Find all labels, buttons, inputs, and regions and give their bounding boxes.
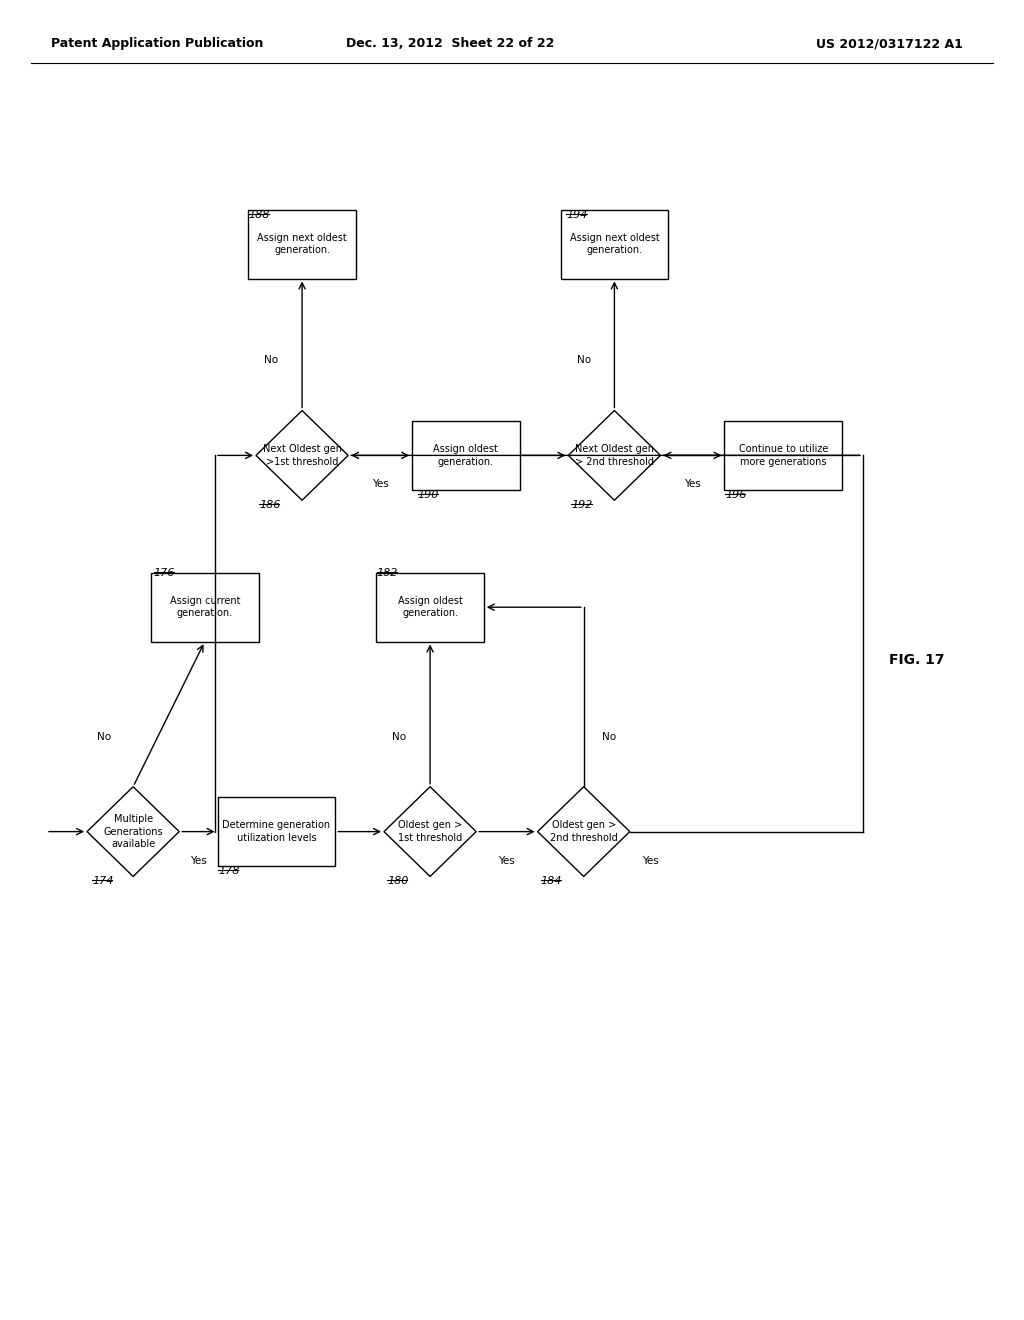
Text: 174: 174: [92, 876, 114, 887]
Text: 176: 176: [154, 568, 175, 578]
Text: Yes: Yes: [499, 855, 515, 866]
Text: No: No: [97, 731, 112, 742]
Text: Oldest gen >
2nd threshold: Oldest gen > 2nd threshold: [550, 821, 617, 842]
Text: Yes: Yes: [372, 479, 388, 490]
Text: Yes: Yes: [642, 855, 658, 866]
Text: Assign current
generation.: Assign current generation.: [170, 597, 240, 618]
Text: Next Oldest gen
>1st threshold: Next Oldest gen >1st threshold: [262, 445, 342, 466]
Text: Next Oldest gen
> 2nd threshold: Next Oldest gen > 2nd threshold: [574, 445, 654, 466]
Text: 188: 188: [249, 210, 270, 220]
Text: 186: 186: [259, 500, 281, 511]
Text: No: No: [577, 355, 591, 366]
Text: 190: 190: [418, 490, 439, 500]
Text: Yes: Yes: [684, 479, 700, 490]
Text: Yes: Yes: [190, 855, 207, 866]
Bar: [377, 573, 483, 642]
Bar: [248, 210, 356, 279]
Text: 182: 182: [377, 568, 398, 578]
Text: 178: 178: [218, 866, 240, 876]
Bar: [561, 210, 668, 279]
Text: 192: 192: [571, 500, 593, 511]
Text: Continue to utilize
more generations: Continue to utilize more generations: [738, 445, 828, 466]
Text: 196: 196: [725, 490, 746, 500]
Text: Patent Application Publication: Patent Application Publication: [51, 37, 263, 50]
Text: 180: 180: [387, 876, 409, 887]
Text: No: No: [392, 731, 407, 742]
Text: Assign oldest
generation.: Assign oldest generation.: [397, 597, 463, 618]
Bar: [725, 421, 842, 490]
Text: Assign oldest
generation.: Assign oldest generation.: [433, 445, 499, 466]
Text: Oldest gen >
1st threshold: Oldest gen > 1st threshold: [398, 821, 462, 842]
Bar: [152, 573, 258, 642]
Text: Dec. 13, 2012  Sheet 22 of 22: Dec. 13, 2012 Sheet 22 of 22: [346, 37, 555, 50]
Bar: [412, 421, 520, 490]
Text: 184: 184: [541, 876, 562, 887]
Text: Assign next oldest
generation.: Assign next oldest generation.: [257, 234, 347, 255]
Text: FIG. 17: FIG. 17: [889, 653, 944, 667]
Text: 194: 194: [566, 210, 588, 220]
Text: Determine generation
utilization levels: Determine generation utilization levels: [222, 821, 331, 842]
Text: Multiple
Generations
available: Multiple Generations available: [103, 814, 163, 849]
Text: No: No: [602, 731, 616, 742]
Text: Assign next oldest
generation.: Assign next oldest generation.: [569, 234, 659, 255]
Text: US 2012/0317122 A1: US 2012/0317122 A1: [816, 37, 963, 50]
Text: No: No: [264, 355, 279, 366]
Bar: [218, 797, 336, 866]
